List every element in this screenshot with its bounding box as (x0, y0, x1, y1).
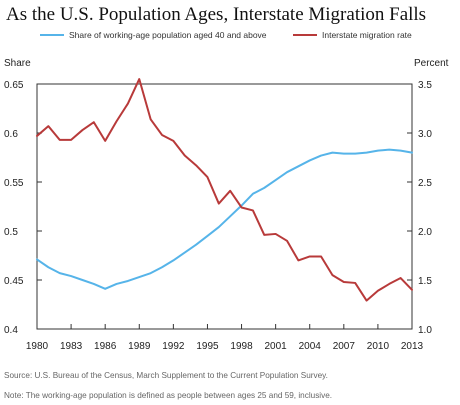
source-note: Source: U.S. Bureau of the Census, March… (4, 371, 328, 380)
x-tick-label: 1983 (60, 341, 83, 352)
legend-label-migration: Interstate migration rate (322, 30, 412, 40)
legend-item-share: Share of working-age population aged 40 … (40, 30, 267, 40)
x-tick-label: 2010 (367, 341, 390, 352)
legend: Share of working-age population aged 40 … (0, 30, 460, 44)
x-tick-label: 2013 (401, 341, 424, 352)
right-axis-title: Percent (414, 58, 449, 69)
right-tick-label: 3.5 (418, 80, 432, 91)
x-tick-label: 2004 (299, 341, 322, 352)
right-tick-label: 3.0 (418, 129, 432, 140)
chart-title: As the U.S. Population Ages, Interstate … (6, 4, 427, 25)
legend-item-migration: Interstate migration rate (293, 30, 412, 40)
x-tick-label: 2007 (333, 341, 356, 352)
left-axis-title: Share (4, 58, 31, 69)
left-tick-label: 0.65 (4, 80, 24, 91)
left-tick-label: 0.5 (4, 227, 18, 238)
left-tick-label: 0.6 (4, 129, 18, 140)
right-tick-label: 1.0 (418, 325, 432, 336)
x-tick-label: 1986 (94, 341, 117, 352)
legend-label-share: Share of working-age population aged 40 … (69, 30, 267, 40)
right-tick-label: 2.0 (418, 227, 432, 238)
x-tick-label: 1992 (162, 341, 185, 352)
legend-swatch-share (40, 34, 64, 36)
legend-swatch-migration (293, 34, 317, 36)
x-tick-label: 1989 (128, 341, 151, 352)
x-tick-label: 2001 (265, 341, 288, 352)
x-tick-label: 1995 (196, 341, 219, 352)
share-series-line (36, 148, 413, 290)
definition-note: Note: The working-age population is defi… (4, 391, 333, 400)
migration-series-line (36, 78, 413, 302)
left-tick-label: 0.4 (4, 325, 18, 336)
left-tick-label: 0.45 (4, 276, 24, 287)
right-tick-label: 1.5 (418, 276, 432, 287)
left-tick-label: 0.55 (4, 178, 24, 189)
plot-frame (36, 83, 413, 330)
right-tick-label: 2.5 (418, 178, 432, 189)
x-tick-label: 1980 (26, 341, 49, 352)
x-tick-label: 1998 (230, 341, 253, 352)
